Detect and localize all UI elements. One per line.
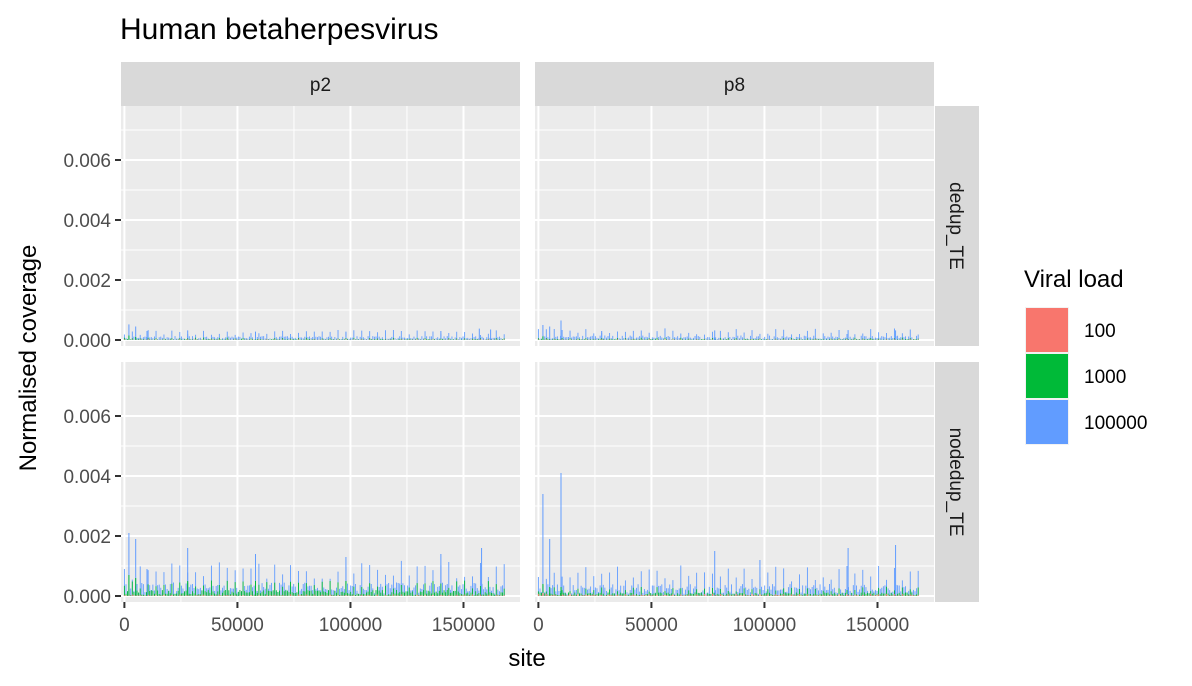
panel-p8-nodedup_TE <box>535 362 934 602</box>
coverage-series-100 <box>537 339 919 340</box>
coverage-bars <box>537 593 919 596</box>
facet-strip-p2 <box>121 62 520 106</box>
chart-title: Human betaherpesvirus <box>120 13 439 46</box>
coverage-series-100 <box>537 593 919 596</box>
y-tick-label: 0.002 <box>63 271 111 292</box>
coverage-series-1000 <box>537 584 919 596</box>
y-tick-label: 0.006 <box>63 151 111 172</box>
coverage-series-1000 <box>123 575 505 596</box>
panel-p8-dedup_TE <box>535 106 934 346</box>
facet-strip-label: dedup_TE <box>945 182 966 270</box>
x-tick-label: 50000 <box>625 615 678 636</box>
legend-swatch-1000 <box>1026 354 1068 398</box>
x-tick-label: 50000 <box>211 615 264 636</box>
y-tick-label: 0.002 <box>63 527 111 548</box>
x-tick-label: 150000 <box>846 615 909 636</box>
legend-swatch-100000 <box>1026 400 1068 444</box>
facet-strip-p8 <box>535 62 934 106</box>
coverage-bars <box>123 580 505 596</box>
axes: 0.000 0.002 0.004 0.006 0.000 0.002 0.004 0.006… <box>63 151 909 636</box>
legend-label: 100 <box>1084 321 1116 342</box>
x-tick-label: 100000 <box>733 615 796 636</box>
facet-strip-label: p2 <box>310 75 331 96</box>
panel-background <box>535 106 934 346</box>
coverage-series-100 <box>123 339 505 340</box>
facet-strip-label: nodedup_TE <box>945 428 966 537</box>
legend-title: Viral load <box>1024 266 1124 293</box>
x-tick-label: 0 <box>119 615 130 636</box>
facet-panels: p2 p8 dedup_TE nodedup_TE <box>121 62 979 602</box>
y-tick-label: 0.004 <box>63 211 111 232</box>
legend-swatch-100 <box>1026 308 1068 352</box>
coverage-series-100000 <box>123 324 505 340</box>
y-tick-label: 0.006 <box>63 407 111 428</box>
x-tick-label: 100000 <box>319 615 382 636</box>
facet-strip-dedup_TE <box>935 106 979 346</box>
panel-p2-nodedup_TE <box>121 362 520 602</box>
coverage-bars <box>123 594 505 596</box>
panel-p2-dedup_TE <box>121 106 520 346</box>
y-tick-label: 0.000 <box>63 331 111 352</box>
legend: Viral load 100 1000 100000 <box>1024 266 1147 445</box>
x-tick-label: 0 <box>533 615 544 636</box>
y-tick-label: 0.000 <box>63 587 111 608</box>
x-tick-label: 150000 <box>432 615 495 636</box>
coverage-bars <box>123 339 505 340</box>
y-tick-label: 0.004 <box>63 467 111 488</box>
panel-background <box>121 106 520 346</box>
facet-strip-label: p8 <box>724 75 745 96</box>
legend-label: 100000 <box>1084 413 1147 434</box>
y-axis-title: Normalised coverage <box>15 245 42 472</box>
panel-background <box>535 362 934 602</box>
facet-strip-nodedup_TE <box>935 362 979 602</box>
legend-label: 1000 <box>1084 367 1126 388</box>
x-axis-title: site <box>508 645 545 672</box>
coverage-series-100 <box>123 594 505 596</box>
coverage-bars <box>537 339 919 340</box>
coverage-bars <box>123 329 505 340</box>
